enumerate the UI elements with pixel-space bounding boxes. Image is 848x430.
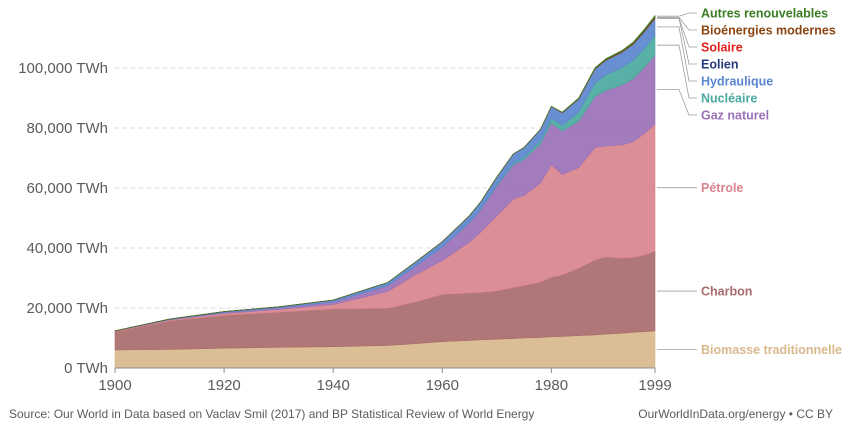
y-tick-label: 0 TWh [64, 360, 108, 377]
x-tick-label: 1980 [535, 377, 568, 394]
legend-item-autres-renouvelables: Autres renouvelables [657, 7, 828, 21]
legend-label: Autres renouvelables [701, 7, 828, 21]
legend-item-nucleaire: Nucléaire [657, 44, 757, 106]
legend-item-charbon: Charbon [657, 285, 752, 299]
y-tick-label: 80,000 TWh [27, 120, 108, 137]
source-note: Source: Our World in Data based on Vacla… [9, 407, 534, 421]
y-tick-label: 20,000 TWh [27, 300, 108, 317]
y-axis-labels: 0 TWh 20,000 TWh 40,000 TWh 60,000 TWh 80,00… [18, 60, 108, 377]
legend: Autres renouvelables Bioénergies modernes… [657, 7, 842, 357]
legend-connector [657, 12, 697, 17]
legend-label: Biomasse traditionnelle [701, 343, 842, 357]
legend-connector [657, 17, 697, 48]
legend-label: Pétrole [701, 181, 743, 195]
legend-connector [657, 44, 697, 99]
x-tick-label: 1920 [207, 377, 240, 394]
y-tick-label: 40,000 TWh [27, 240, 108, 257]
x-tick-label: 1960 [426, 377, 459, 394]
legend-connector [657, 26, 697, 82]
y-tick-label: 100,000 TWh [18, 60, 108, 77]
legend-item-gaz-naturel: Gaz naturel [657, 89, 769, 123]
legend-label: Nucléaire [701, 92, 757, 106]
legend-connector [657, 17, 697, 31]
footer: Source: Our World in Data based on Vacla… [9, 407, 833, 421]
x-tick-label: 1999 [638, 377, 671, 394]
y-tick-label: 60,000 TWh [27, 180, 108, 197]
legend-label: Eolien [701, 58, 739, 72]
credit-link[interactable]: OurWorldInData.org/energy • CC BY [638, 407, 833, 421]
x-tick-label: 1940 [316, 377, 349, 394]
legend-label: Charbon [701, 285, 752, 299]
legend-label: Solaire [701, 41, 743, 55]
legend-connector [657, 89, 697, 116]
legend-item-biomasse-traditionnelle: Biomasse traditionnelle [657, 343, 842, 357]
legend-connector [657, 17, 697, 65]
legend-item-eolien: Eolien [657, 17, 739, 72]
legend-item-petrole: Pétrole [657, 181, 743, 195]
legend-label: Hydraulique [701, 75, 773, 89]
legend-label: Bioénergies modernes [701, 24, 836, 38]
legend-label: Gaz naturel [701, 109, 769, 123]
legend-item-bioenergies-modernes: Bioénergies modernes [657, 17, 836, 38]
area-autres-renouvelables[interactable] [114, 14, 656, 332]
x-axis: 1900 1920 1940 1960 1980 1999 [98, 367, 672, 394]
x-tick-label: 1900 [98, 377, 131, 394]
legend-item-hydraulique: Hydraulique [657, 26, 773, 89]
